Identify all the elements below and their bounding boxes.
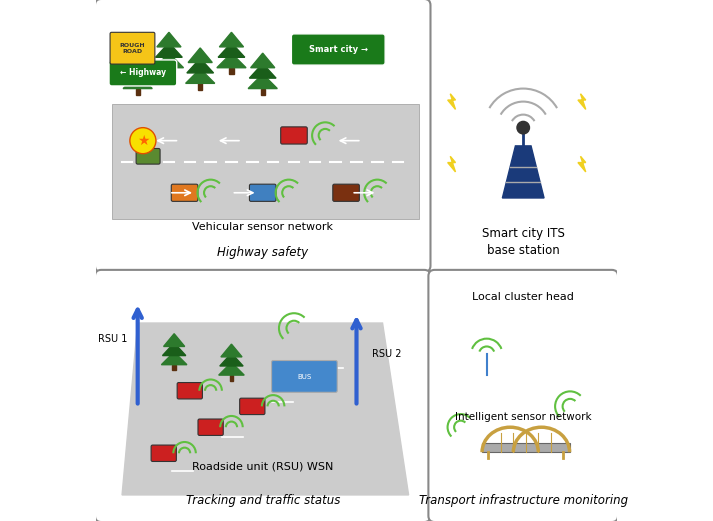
FancyBboxPatch shape [250, 184, 276, 201]
Text: RSU 2: RSU 2 [372, 349, 401, 359]
FancyBboxPatch shape [198, 419, 223, 436]
Bar [167, 68, 171, 74]
Polygon shape [448, 156, 456, 172]
Polygon shape [187, 58, 213, 73]
Polygon shape [122, 323, 409, 495]
Text: ← Highway: ← Highway [120, 68, 166, 78]
Bar [135, 89, 140, 95]
Polygon shape [578, 94, 586, 109]
Polygon shape [125, 53, 150, 68]
Text: Intelligent sensor network: Intelligent sensor network [455, 412, 592, 422]
FancyBboxPatch shape [110, 32, 155, 64]
Text: Vehicular sensor network: Vehicular sensor network [193, 221, 333, 232]
Polygon shape [185, 69, 215, 83]
FancyBboxPatch shape [171, 184, 198, 201]
FancyBboxPatch shape [109, 60, 177, 86]
Polygon shape [163, 343, 186, 356]
Polygon shape [154, 53, 183, 68]
FancyBboxPatch shape [136, 148, 160, 164]
Text: Tracking and traffic status: Tracking and traffic status [185, 494, 340, 506]
FancyBboxPatch shape [281, 127, 307, 144]
Polygon shape [188, 48, 212, 63]
Text: Roadside unit (RSU) WSN: Roadside unit (RSU) WSN [192, 461, 334, 472]
Bar [198, 83, 202, 90]
Text: Transport infrastructure monitoring: Transport infrastructure monitoring [419, 494, 627, 506]
FancyBboxPatch shape [429, 270, 618, 521]
Text: Local cluster head: Local cluster head [472, 292, 574, 302]
Bar [261, 89, 265, 95]
Bar [482, 443, 570, 452]
Polygon shape [123, 74, 153, 89]
Polygon shape [157, 32, 181, 47]
Polygon shape [503, 146, 544, 198]
Bar [112, 104, 419, 219]
FancyBboxPatch shape [333, 184, 359, 201]
FancyBboxPatch shape [272, 361, 337, 392]
FancyBboxPatch shape [177, 382, 202, 399]
FancyBboxPatch shape [292, 34, 385, 65]
Polygon shape [161, 352, 187, 365]
Circle shape [517, 121, 530, 134]
Text: BUS: BUS [297, 374, 312, 380]
Polygon shape [124, 64, 151, 78]
Text: Highway safety: Highway safety [217, 246, 308, 259]
Text: Smart city ITS
base station: Smart city ITS base station [482, 227, 565, 257]
Polygon shape [220, 32, 244, 47]
Polygon shape [251, 53, 275, 68]
Polygon shape [218, 43, 245, 57]
Polygon shape [248, 74, 277, 89]
Text: ★: ★ [137, 134, 149, 147]
Polygon shape [448, 94, 456, 109]
Bar [230, 68, 234, 74]
Polygon shape [155, 43, 183, 57]
Bar [173, 365, 176, 370]
Polygon shape [220, 353, 243, 366]
FancyBboxPatch shape [240, 398, 265, 415]
Text: RSU 1: RSU 1 [98, 333, 127, 344]
Text: ROUGH
ROAD: ROUGH ROAD [120, 43, 145, 54]
Polygon shape [163, 334, 185, 346]
Polygon shape [221, 344, 242, 357]
Text: Smart city →: Smart city → [309, 45, 368, 54]
Polygon shape [217, 53, 246, 68]
FancyBboxPatch shape [151, 445, 176, 462]
Circle shape [130, 128, 156, 154]
Polygon shape [250, 64, 276, 78]
FancyBboxPatch shape [95, 0, 431, 272]
Polygon shape [219, 363, 245, 375]
Polygon shape [578, 156, 586, 172]
Bar [230, 375, 233, 380]
FancyBboxPatch shape [95, 270, 431, 521]
